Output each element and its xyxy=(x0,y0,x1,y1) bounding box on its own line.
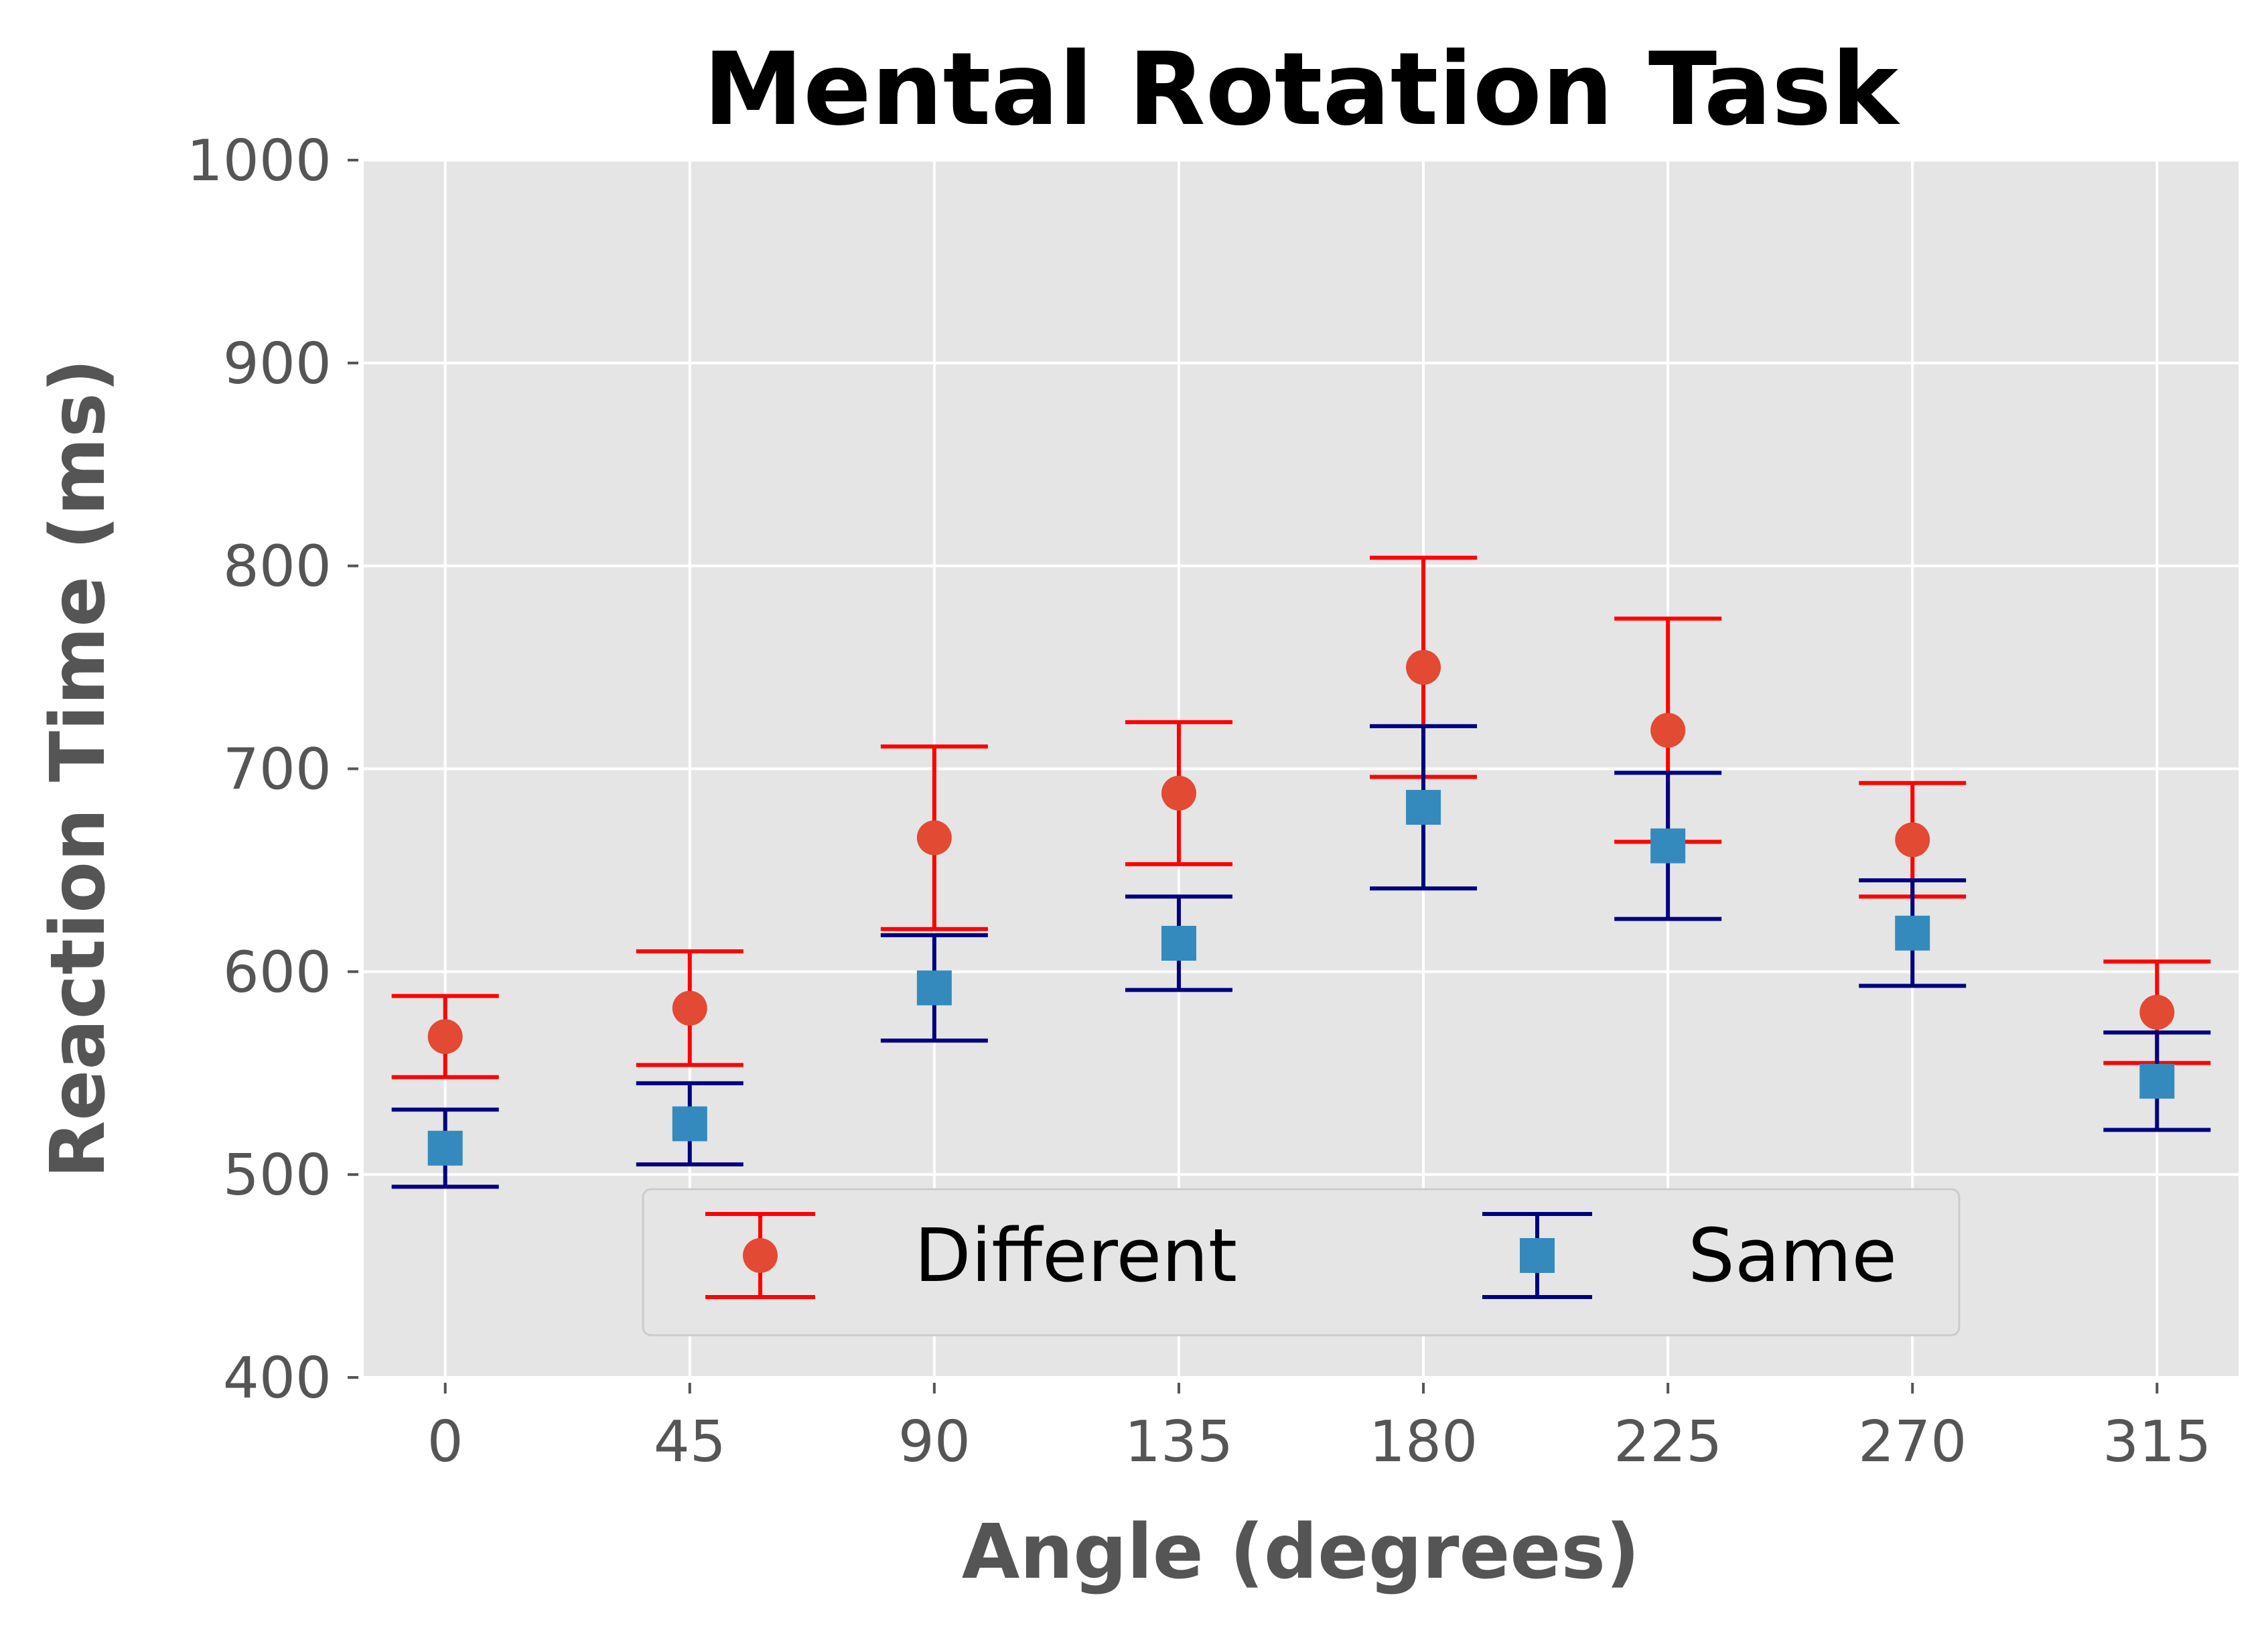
same-point xyxy=(1406,790,1441,825)
y-tick-label: 1000 xyxy=(187,128,332,194)
different-point xyxy=(1406,650,1441,685)
x-axis-ticks: 0 45 90 135 180 225 270 315 xyxy=(427,1383,2211,1475)
different-point xyxy=(1895,822,1930,858)
y-axis-label: Reaction Time (ms) xyxy=(35,358,122,1178)
legend-items: Different Same xyxy=(705,1212,1897,1299)
same-point xyxy=(672,1106,707,1142)
same-point xyxy=(1650,828,1686,864)
legend-label-same: Same xyxy=(1688,1213,1897,1298)
same-point xyxy=(916,970,952,1006)
legend-same-point xyxy=(1520,1238,1555,1273)
y-tick-label: 800 xyxy=(223,534,332,600)
legend-item-different: Different xyxy=(705,1212,1237,1299)
y-tick-label: 600 xyxy=(223,939,332,1006)
legend: Different Same xyxy=(642,1188,1961,1337)
x-axis-label: Angle (degrees) xyxy=(962,1509,1640,1596)
different-point xyxy=(916,820,952,856)
y-tick-label: 700 xyxy=(223,737,332,803)
legend-different-point xyxy=(743,1238,778,1273)
series-different xyxy=(391,555,2211,1079)
different-point xyxy=(1650,712,1686,748)
same-point xyxy=(2139,1063,2175,1099)
different-point xyxy=(427,1019,463,1055)
x-tick-label: 45 xyxy=(654,1409,726,1475)
x-tick-label: 135 xyxy=(1125,1409,1233,1475)
y-tick-label: 400 xyxy=(223,1345,332,1412)
x-tick-label: 315 xyxy=(2103,1409,2211,1475)
different-point xyxy=(672,990,707,1026)
x-tick-label: 0 xyxy=(427,1409,464,1475)
y-tick-label: 900 xyxy=(223,331,332,397)
same-point xyxy=(1895,915,1930,951)
legend-box xyxy=(642,1188,1961,1337)
same-point xyxy=(427,1130,463,1166)
y-axis-ticks: 400 500 600 700 800 900 1000 xyxy=(187,128,358,1412)
x-tick-label: 90 xyxy=(898,1409,971,1475)
legend-item-same: Same xyxy=(1482,1212,1897,1299)
series-same xyxy=(391,724,2211,1189)
y-tick-label: 500 xyxy=(223,1142,332,1209)
different-point xyxy=(1161,775,1196,811)
x-tick-label: 270 xyxy=(1858,1409,1967,1475)
different-point xyxy=(2139,994,2175,1030)
data-series xyxy=(391,555,2211,1189)
x-tick-label: 180 xyxy=(1369,1409,1478,1475)
same-point xyxy=(1161,925,1196,961)
legend-label-different: Different xyxy=(914,1213,1237,1298)
chart-title: Mental Rotation Task xyxy=(703,31,1900,148)
x-tick-label: 225 xyxy=(1614,1409,1722,1475)
